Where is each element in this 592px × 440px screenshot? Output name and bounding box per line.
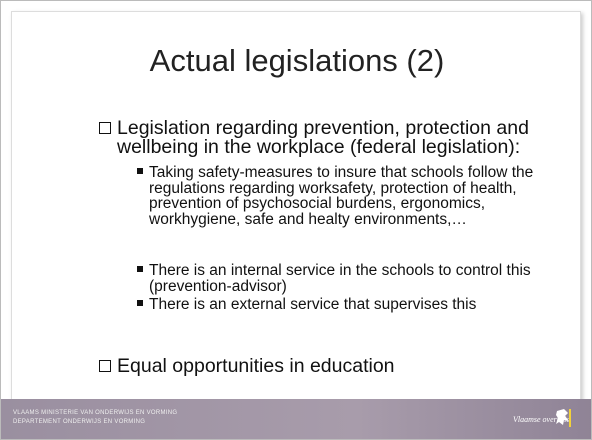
footer-text: VLAAMS MINISTERIE VAN ONDERWIJS EN VORMI… (13, 410, 178, 416)
sub-bullet: There is an internal service in the scho… (137, 263, 567, 294)
bullet: Equal opportunities in education (99, 356, 569, 376)
slide-title: Actual legislations (2) (149, 43, 445, 78)
logo-text: Vlaamse overheid (513, 415, 571, 424)
sub-bullet: There is an external service that superv… (137, 297, 567, 313)
bullet: Legislation regarding prevention, protec… (99, 118, 569, 157)
footer-text: DEPARTEMENT ONDERWIJS EN VORMING (13, 419, 146, 425)
footer: VLAAMS MINISTERIE VAN ONDERWIJS EN VORMI… (1, 399, 591, 439)
logo-icon (556, 409, 571, 427)
sub-bullet: Taking safety-measures to insure that sc… (137, 165, 567, 227)
